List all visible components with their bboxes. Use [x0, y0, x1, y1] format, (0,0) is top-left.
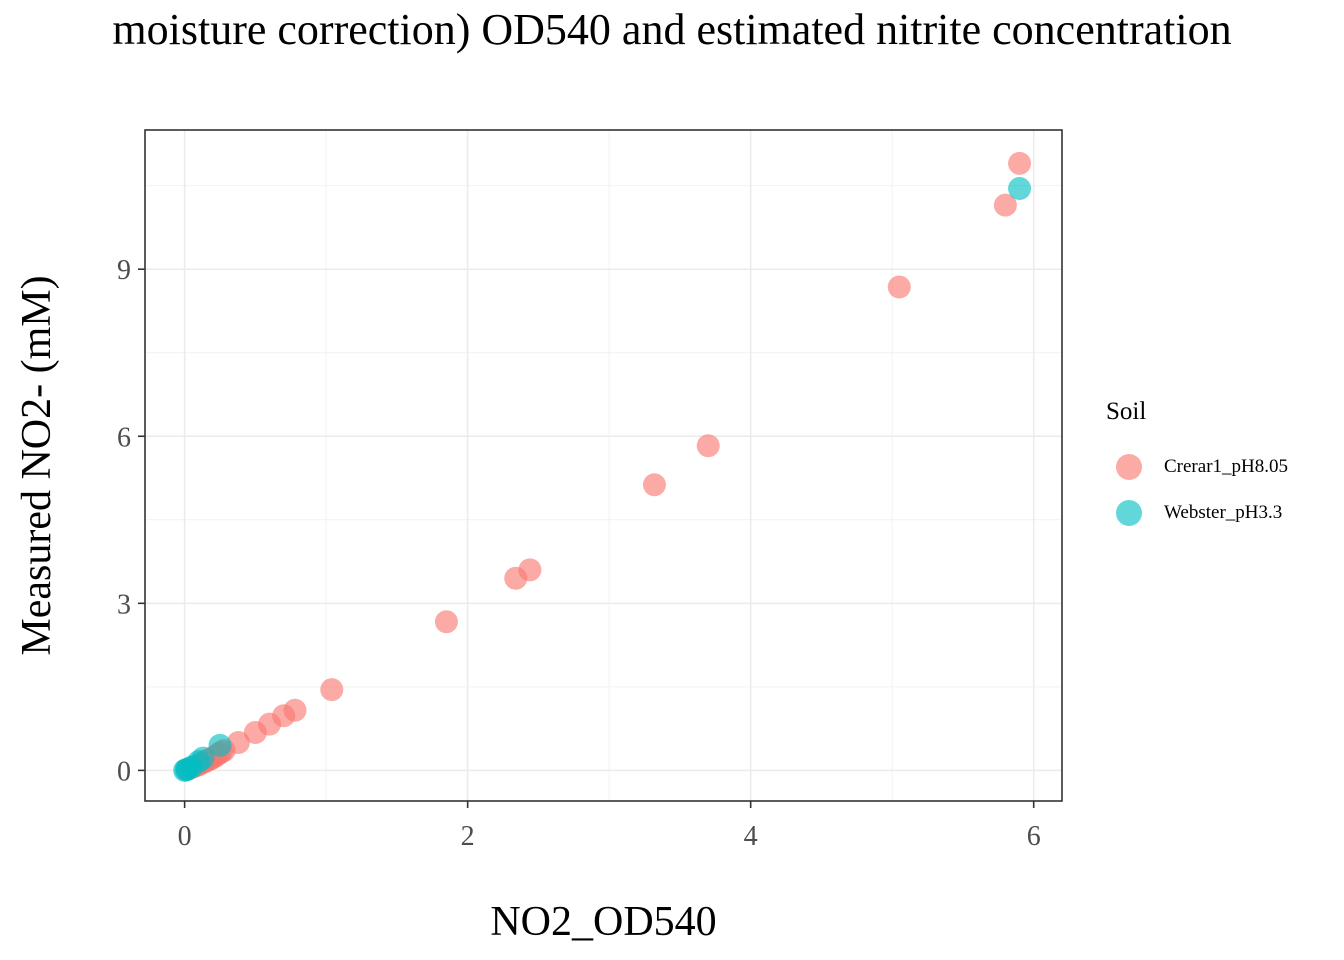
data-point-crerar1 [887, 275, 911, 299]
x-tick-label: 2 [461, 821, 475, 852]
x-tick-label: 0 [178, 821, 192, 852]
legend-key-crerar1 [1116, 454, 1142, 480]
y-tick-label: 3 [117, 589, 131, 620]
x-tick-label: 6 [1027, 821, 1041, 852]
x-axis-title: NO2_OD540 [490, 899, 716, 945]
y-tick-label: 0 [117, 756, 131, 787]
data-point-crerar1 [320, 678, 344, 702]
y-axis-title: Measured NO2- (mM) [14, 275, 60, 655]
chart-title: moisture correction) OD540 and estimated… [112, 5, 1232, 54]
legend: Soil Crerar1_pH8.05 Webster_pH3.3 [1106, 398, 1288, 536]
legend-label-crerar1: Crerar1_pH8.05 [1164, 456, 1288, 477]
data-points [173, 151, 1032, 782]
axes: 0 2 4 6 0 3 6 9 [117, 255, 1041, 852]
legend-item-webster: Webster_pH3.3 [1106, 490, 1288, 536]
x-tick-label: 4 [744, 821, 758, 852]
legend-key-webster [1116, 500, 1142, 526]
y-tick-label: 6 [117, 422, 131, 453]
data-point-webster [208, 733, 232, 757]
data-point-crerar1 [1008, 151, 1032, 175]
data-point-crerar1 [993, 193, 1017, 217]
legend-title: Soil [1106, 398, 1147, 425]
data-point-crerar1 [518, 558, 542, 582]
panel-border [144, 129, 1063, 802]
data-point-crerar1 [283, 698, 307, 722]
data-point-webster [1008, 176, 1032, 200]
legend-label-webster: Webster_pH3.3 [1164, 502, 1283, 523]
data-point-crerar1 [434, 610, 458, 634]
data-point-webster [191, 746, 215, 770]
grid-lines [145, 130, 1062, 801]
data-point-crerar1 [696, 434, 720, 458]
y-tick-label: 9 [117, 255, 131, 286]
data-point-crerar1 [642, 473, 666, 497]
legend-item-crerar1: Crerar1_pH8.05 [1106, 444, 1288, 490]
data-point-crerar1 [226, 731, 250, 755]
